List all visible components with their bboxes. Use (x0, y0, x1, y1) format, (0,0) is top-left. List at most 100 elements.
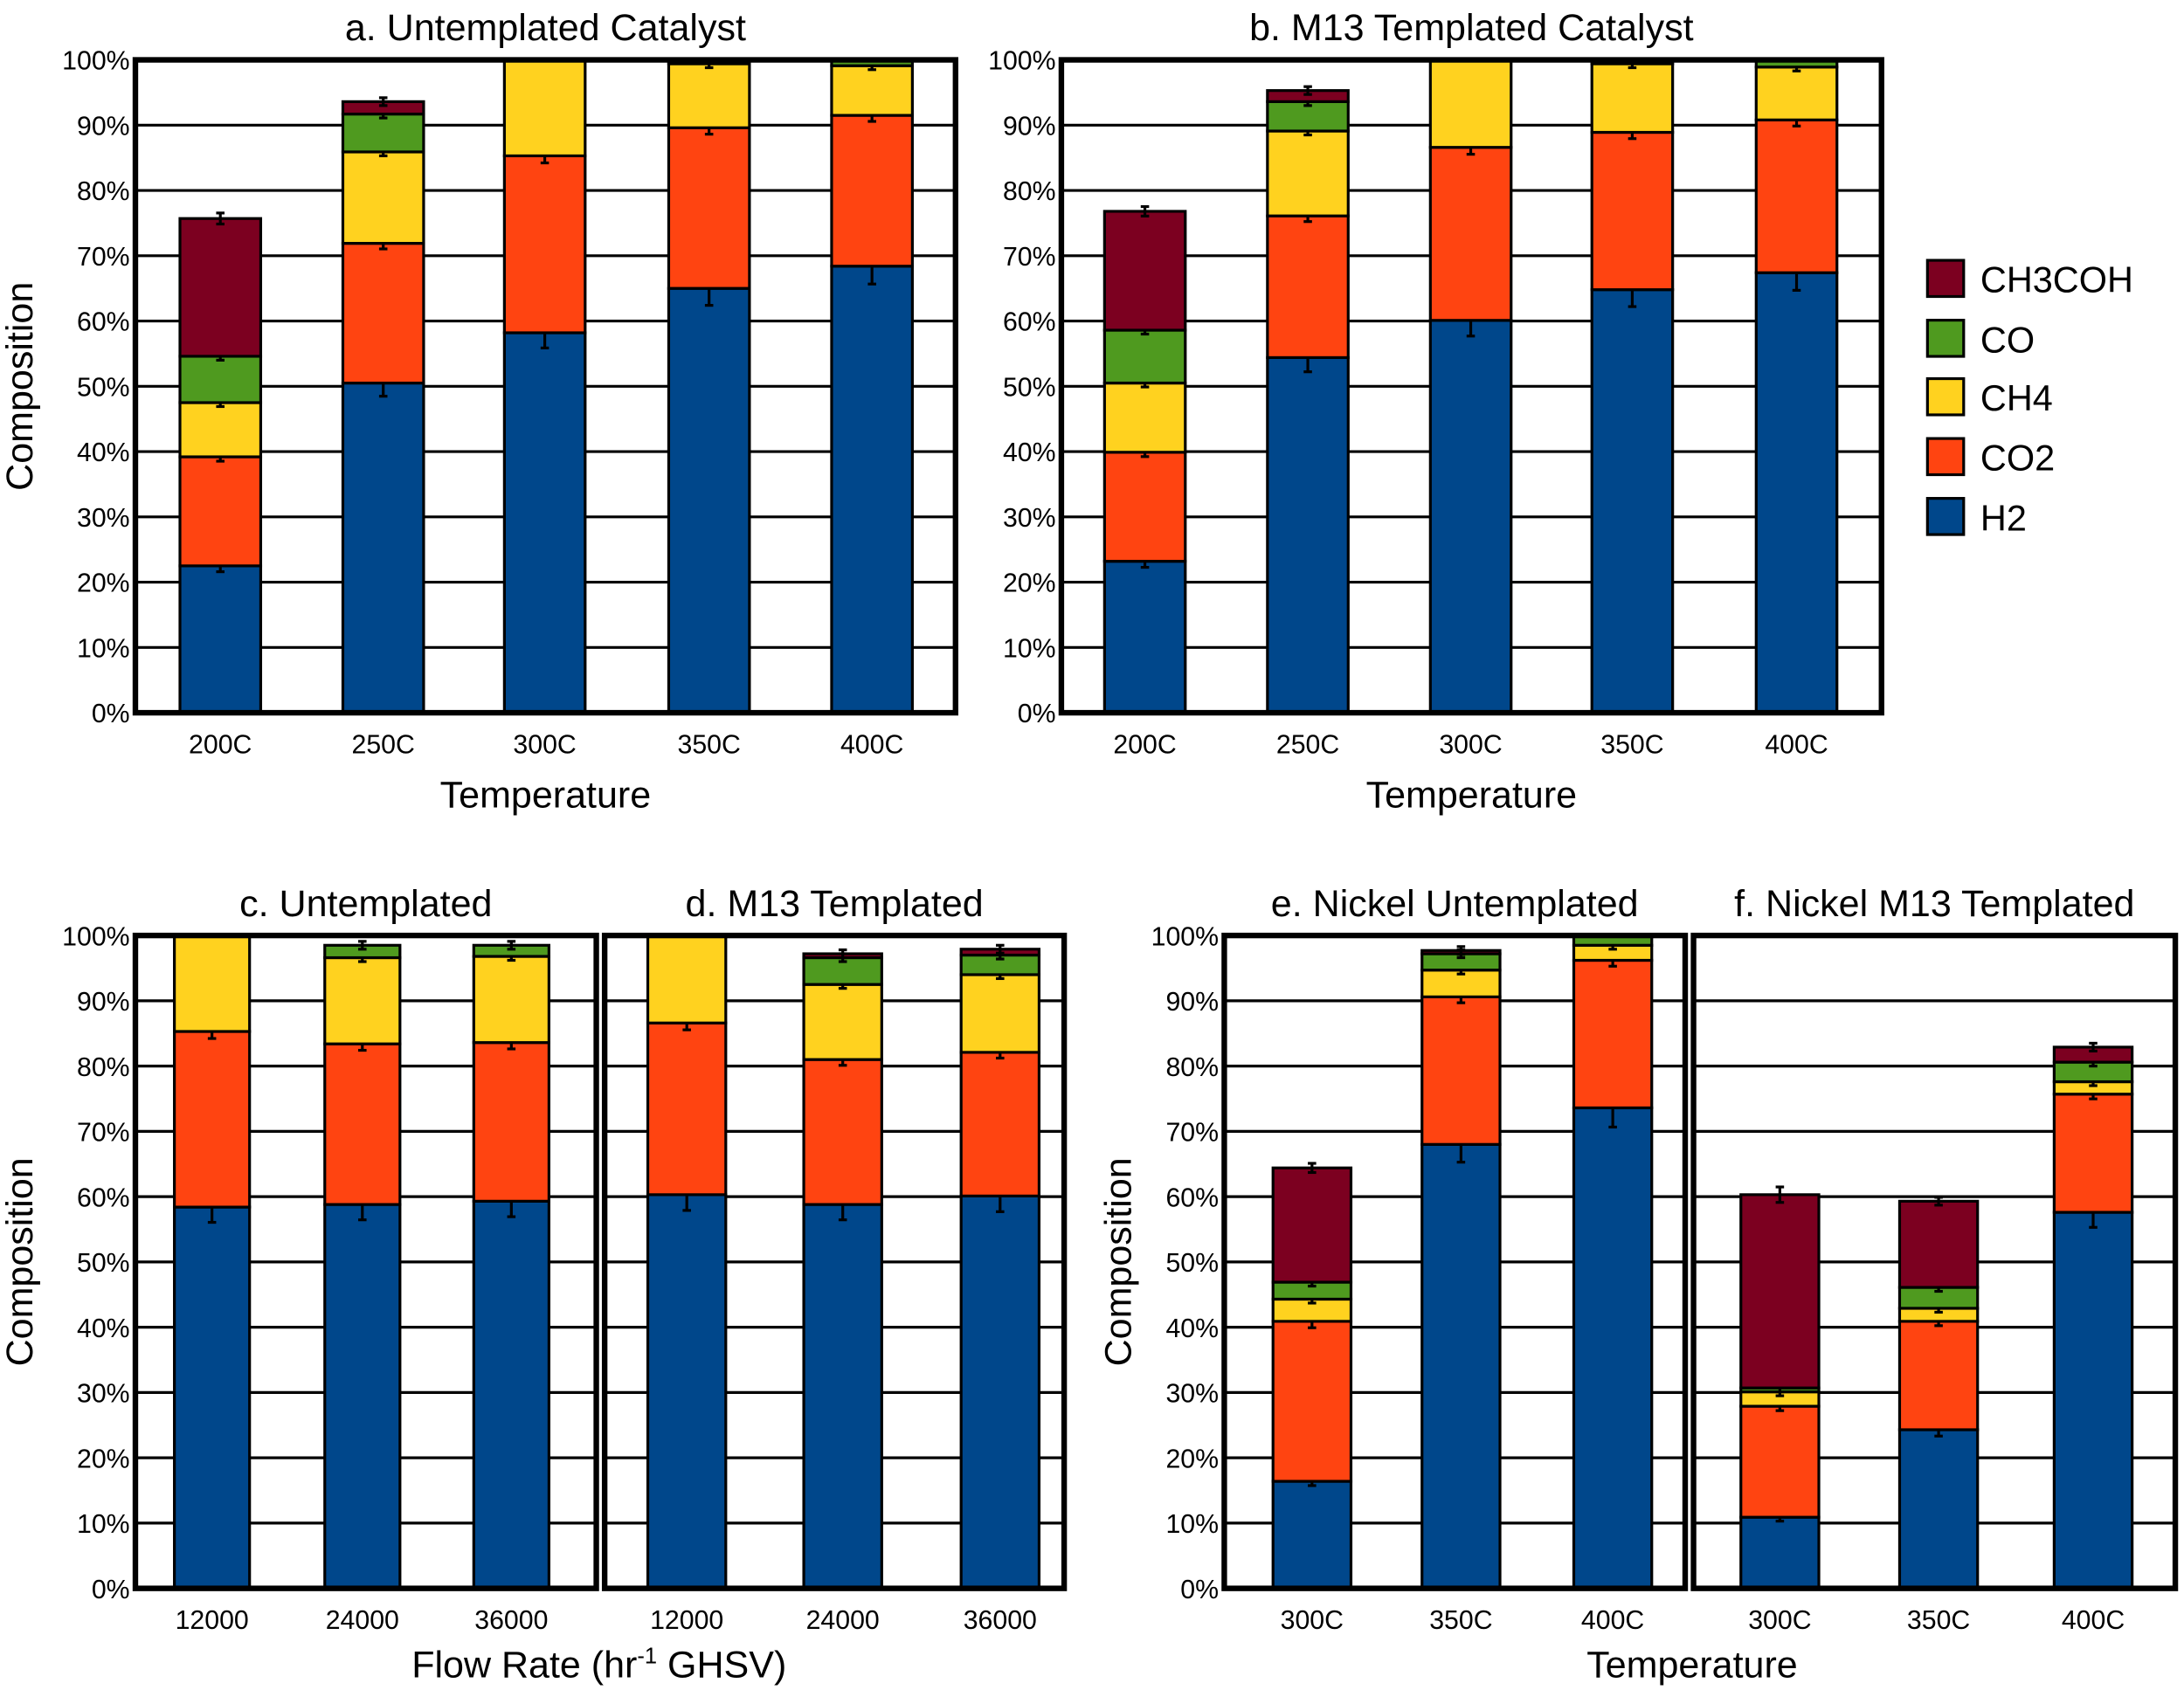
nickel-xlabel: Temperature (1586, 1645, 1797, 1687)
panel-c-bar-co2-36000 (472, 1041, 550, 1203)
panel-b-xtick-label: 300C (1439, 730, 1502, 759)
panel-e-ytick-label: 40% (1165, 1314, 1219, 1343)
panel-a-ytick-label: 50% (77, 373, 130, 402)
panel-d-bar-ch4-12000 (646, 934, 728, 1024)
panel-b-ytick-label: 60% (1003, 308, 1056, 337)
panel-f-xtick-label: 300C (1748, 1606, 1811, 1635)
panel-e-ytick-label: 90% (1165, 988, 1219, 1017)
panel-e-ytick-label: 30% (1165, 1380, 1219, 1409)
flow-rate-xlabel: Flow Rate (hr-1 GHSV) (411, 1645, 786, 1687)
panel-c-ytick-label: 40% (77, 1314, 130, 1343)
panel-a-bar-h2-200C (178, 564, 263, 714)
panel-e-ytick-label: 50% (1165, 1249, 1219, 1278)
panel-c-ylabel: Composition (0, 1157, 41, 1366)
panel-a-bar-ch4-400C (830, 64, 914, 117)
panel-c-bar-ch4-24000 (323, 955, 402, 1045)
panel-c-bar-co2-24000 (323, 1042, 402, 1206)
panel-b-bar-co-200C (1102, 328, 1187, 385)
panel-a-bar-co-200C (178, 355, 263, 404)
panel-a-ytick-label: 20% (77, 569, 130, 598)
panel-c-ytick-label: 30% (77, 1380, 130, 1409)
panel-d-plot-frame (601, 932, 1068, 1591)
panel-d-bar-h2-24000 (802, 1203, 883, 1590)
panel-a-ytick-label: 30% (77, 504, 130, 533)
panel-b-ytick-label: 70% (1003, 243, 1056, 272)
panel-b-bar-co2-300C (1428, 146, 1513, 322)
panel-b-xtick-label: 350C (1600, 730, 1663, 759)
panel-b-ytick-label: 80% (1003, 177, 1056, 206)
panel-a-bar-co2-300C (502, 154, 587, 335)
panel-b-xlabel: Temperature (1366, 774, 1577, 816)
panel-c-xtick-label: 24000 (326, 1606, 399, 1635)
panel-f-title: f. Nickel M13 Templated (1734, 883, 2134, 925)
panel-b-bar-co2-200C (1102, 451, 1187, 563)
panel-e-plot-frame (1221, 932, 1689, 1591)
panel-e-ylabel: Composition (1098, 1157, 1140, 1366)
panel-b-title: b. M13 Templated Catalyst (1249, 7, 1694, 49)
panel-b-ytick-label: 0% (1018, 700, 1056, 728)
panel-e-bar-h2-350C (1420, 1142, 1502, 1590)
panel-a-bar-co-250C (341, 112, 425, 154)
panel-e-bar-h2-300C (1271, 1480, 1353, 1590)
panel-c-ytick-label: 70% (77, 1119, 130, 1148)
panel-a-xtick-label: 300C (513, 730, 576, 759)
panel-a-bar-ch3coh-200C (178, 217, 263, 358)
panel-a-bar-ch4-300C (502, 58, 587, 158)
panel-f-plot-frame (1690, 932, 2179, 1591)
panel-b-ytick-label: 20% (1003, 569, 1056, 598)
panel-d-xtick-label: 12000 (650, 1606, 723, 1635)
panel-d-bar-co2-36000 (959, 1051, 1041, 1197)
panel-d-bar-co2-24000 (802, 1058, 883, 1206)
panel-b-bar-ch4-200C (1102, 381, 1187, 454)
panel-a-xtick-label: 350C (677, 730, 740, 759)
panel-d-title: d. M13 Templated (686, 883, 984, 925)
panel-f-bar-ch3coh-300C (1739, 1193, 1821, 1390)
panel-a-bar-h2-250C (341, 381, 425, 714)
panel-e-xtick-label: 400C (1581, 1606, 1644, 1635)
panel-f-xtick-label: 350C (1907, 1606, 1970, 1635)
panel-a-bar-ch4-200C (178, 401, 263, 459)
panel-b-bar-ch4-300C (1428, 58, 1513, 149)
panel-a-bar-co2-350C (667, 126, 751, 290)
legend-swatch-ch3coh (1925, 259, 1966, 299)
legend-label-h2: H2 (1980, 497, 2027, 538)
panel-b-ytick-label: 100% (988, 47, 1055, 76)
panel-e-xtick-label: 350C (1429, 1606, 1492, 1635)
panel-c-bar-ch4-36000 (472, 955, 550, 1045)
panel-c-ytick-label: 90% (77, 988, 130, 1017)
panel-d-bar-ch4-36000 (959, 973, 1041, 1054)
panel-a-ytick-label: 60% (77, 308, 130, 337)
panel-c-xtick-label: 12000 (176, 1606, 249, 1635)
panel-e-ytick-label: 10% (1165, 1510, 1219, 1539)
panel-b-ytick-label: 30% (1003, 504, 1056, 533)
panel-b-bar-co2-250C (1266, 214, 1350, 360)
panel-a-ytick-label: 100% (62, 47, 129, 76)
panel-d-xtick-label: 24000 (806, 1606, 880, 1635)
panel-f-bar-co2-300C (1739, 1404, 1821, 1519)
panel-e-ytick-label: 70% (1165, 1119, 1219, 1148)
panel-a-ytick-label: 90% (77, 112, 130, 141)
panel-a-bar-ch4-350C (667, 62, 751, 129)
panel-d-bar-h2-12000 (646, 1193, 728, 1590)
panel-a-bar-co2-200C (178, 455, 263, 568)
panel-c-title: c. Untemplated (239, 883, 492, 925)
panel-d-bar-h2-36000 (959, 1194, 1041, 1590)
panel-b-bar-h2-200C (1102, 560, 1187, 714)
panel-a-ytick-label: 0% (92, 700, 130, 728)
panel-c-ytick-label: 20% (77, 1445, 130, 1473)
panel-b-xtick-label: 250C (1276, 730, 1339, 759)
panel-b-ytick-label: 40% (1003, 438, 1056, 467)
panel-c-ytick-label: 60% (77, 1183, 130, 1212)
panel-a-xlabel: Temperature (440, 774, 651, 816)
panel-d-bar-ch4-24000 (802, 983, 883, 1061)
panel-b-bar-h2-300C (1428, 319, 1513, 714)
legend-label-ch3coh: CH3COH (1980, 259, 2133, 300)
panel-b-ytick-label: 90% (1003, 112, 1056, 141)
panel-a-title: a. Untemplated Catalyst (345, 7, 746, 49)
panel-b-bar-ch4-400C (1754, 66, 1839, 121)
panel-c-plot-frame (132, 932, 599, 1591)
panel-b-bar-h2-400C (1754, 271, 1839, 714)
panel-a-plot-frame (132, 57, 958, 716)
